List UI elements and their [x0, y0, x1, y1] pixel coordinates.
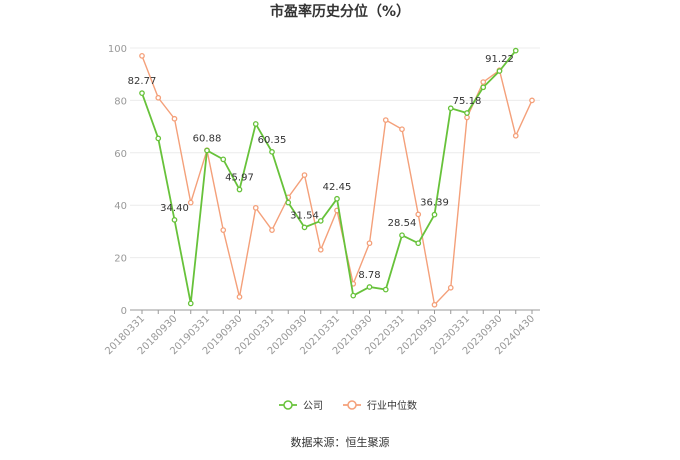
data-label-20210930: 8.78: [358, 270, 380, 281]
legend[interactable]: 公司 行业中位数: [279, 399, 417, 412]
y-tick-label-80: 80: [114, 96, 127, 107]
legend-label-1: 行业中位数: [367, 399, 417, 412]
point-0-20190930: [236, 186, 243, 193]
point-0-20231231: [512, 47, 519, 54]
point-1-20230630: [480, 79, 487, 85]
data-label-20210331: 42.45: [323, 182, 352, 193]
point-0-20230630: [480, 84, 487, 91]
data-label-20220930: 36.39: [420, 198, 449, 209]
y-axis-ticks: 0 20 40 60 80 100: [108, 44, 127, 317]
point-0-20190630: [220, 156, 227, 163]
point-0-20230930: [496, 68, 503, 74]
point-0-20181231: [187, 300, 194, 307]
point-1-20220930: [431, 301, 438, 308]
point-1-20231231: [512, 132, 519, 139]
point-1-20180930: [171, 115, 178, 122]
point-1-20190630: [220, 227, 227, 233]
y-tick-label-20: 20: [114, 254, 127, 265]
point-1-20211231: [382, 117, 389, 123]
point-0-20210630: [350, 292, 357, 299]
point-1-20191231: [252, 204, 259, 211]
y-tick-label-40: 40: [114, 201, 127, 212]
point-1-20200331: [269, 227, 275, 233]
point-1-20180630: [155, 94, 162, 101]
point-1-20180331: [139, 53, 145, 59]
point-0-20220630: [415, 240, 422, 247]
legend-label-0: 公司: [303, 401, 323, 412]
legend-item-0[interactable]: 公司: [279, 400, 323, 412]
data-label-20230331: 75.18: [453, 96, 482, 107]
point-0-20211231: [382, 286, 389, 293]
point-0-20201231: [317, 218, 324, 224]
point-1-20240430: [529, 97, 535, 104]
data-label-20180930: 34.40: [160, 203, 189, 214]
point-0-20191231: [252, 121, 259, 127]
y-tick-label-100: 100: [108, 44, 127, 55]
data-label-20200331: 60.35: [258, 135, 287, 146]
point-1-20201231: [317, 246, 324, 253]
point-0-20230331: [464, 110, 470, 116]
point-1-20200930: [301, 172, 308, 178]
data-labels: 82.77 34.40 60.88 45.97 60.35 31.54 42.45 8.78 2…: [128, 54, 514, 281]
data-label-20190930: 45.97: [225, 173, 254, 184]
point-1-20181231: [187, 199, 194, 206]
point-1-20220331: [399, 126, 405, 133]
source-note: 数据来源：恒生聚源: [291, 435, 390, 449]
point-0-20200331: [269, 149, 275, 155]
chart-title: 市盈率历史分位（%）: [270, 3, 410, 20]
point-0-20180630: [155, 135, 162, 142]
series-group: [139, 47, 535, 308]
x-axis: 2018033120180930201903312019093020200331…: [103, 309, 540, 357]
point-1-20221231: [447, 284, 454, 291]
point-0-20210331: [334, 195, 340, 202]
data-label-20220331: 28.54: [388, 218, 417, 229]
legend-item-1[interactable]: 行业中位数: [343, 399, 417, 412]
point-0-20180930: [171, 217, 178, 223]
point-0-20220331: [399, 232, 405, 239]
point-1-20190930: [236, 294, 243, 300]
y-tick-label-0: 0: [121, 306, 127, 317]
point-0-20221231: [447, 105, 454, 112]
point-0-20190331: [204, 147, 210, 154]
point-0-20200630: [285, 199, 292, 206]
series-line-1: [141, 55, 533, 307]
point-1-20220630: [415, 211, 422, 218]
data-label-20180331: 82.77: [128, 76, 157, 87]
y-tick-label-60: 60: [114, 149, 127, 160]
data-label-20200930: 31.54: [290, 210, 319, 221]
point-1-20230331: [464, 114, 470, 121]
point-1-20210930: [366, 240, 373, 247]
legend-marker-1: [347, 400, 357, 410]
point-0-20210930: [366, 284, 373, 290]
data-label-20190331: 60.88: [193, 133, 222, 144]
point-0-20180331: [139, 90, 145, 96]
legend-marker-0: [283, 400, 293, 410]
point-0-20220930: [431, 211, 438, 218]
grid-lines: [130, 47, 540, 311]
data-label-20230930: 91.22: [485, 54, 514, 65]
point-0-20200930: [301, 224, 308, 231]
